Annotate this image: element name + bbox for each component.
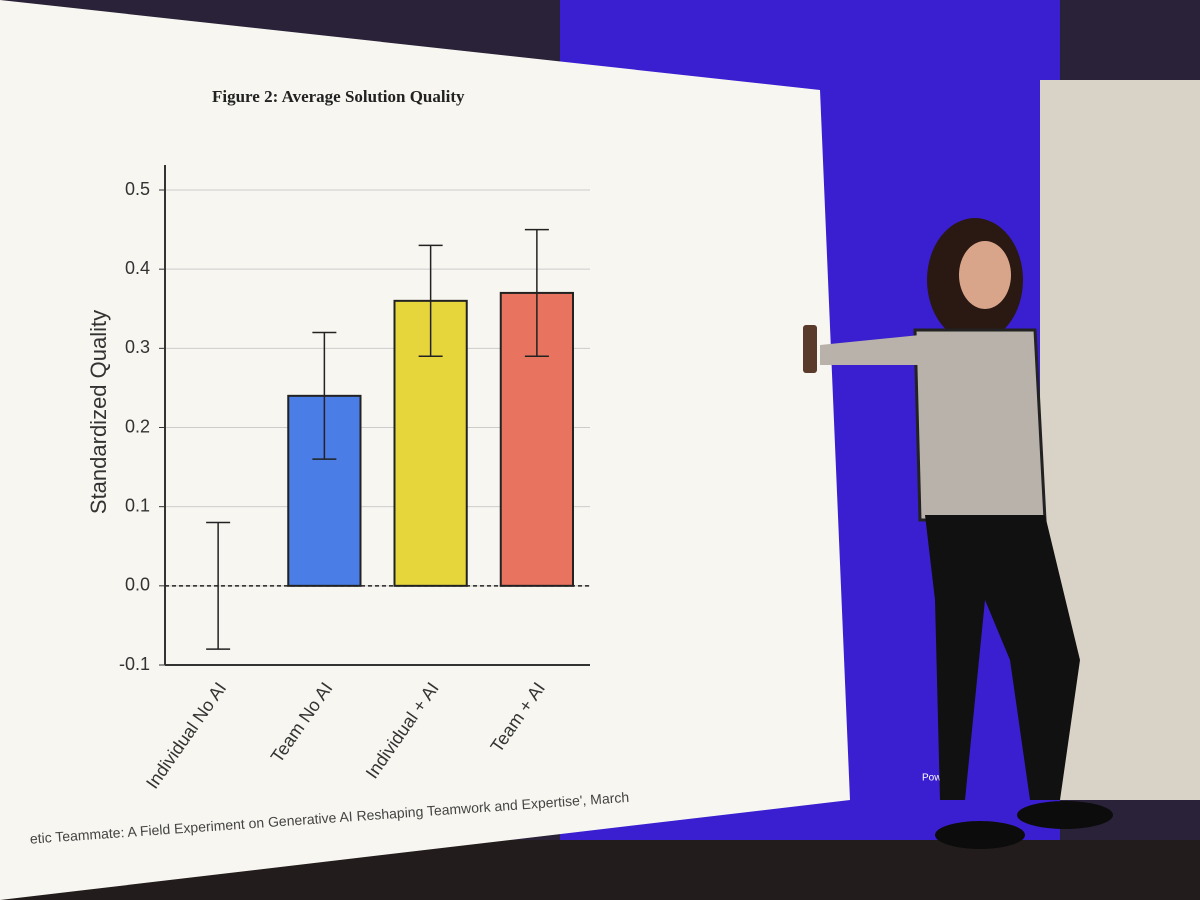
y-tick-label: 0.1 <box>125 495 150 515</box>
chart: Figure 2: Average Solution Quality Stand… <box>29 87 629 847</box>
shoe <box>935 821 1025 849</box>
clicker <box>803 325 817 373</box>
y-tick-label: 0.0 <box>125 575 150 595</box>
shirt <box>913 328 1047 522</box>
chart-title: Figure 2: Average Solution Quality <box>212 87 465 106</box>
presenter <box>803 218 1113 849</box>
y-tick-label: 0.4 <box>125 258 150 278</box>
trousers <box>925 515 1080 800</box>
y-tick-label: -0.1 <box>119 654 150 674</box>
arm <box>820 335 920 365</box>
face <box>959 241 1011 309</box>
y-axis-label: Standardized Quality <box>86 310 111 514</box>
y-tick-label: 0.3 <box>125 337 150 357</box>
y-tick-label: 0.5 <box>125 179 150 199</box>
shoe <box>1017 801 1113 829</box>
y-tick-label: 0.2 <box>125 416 150 436</box>
